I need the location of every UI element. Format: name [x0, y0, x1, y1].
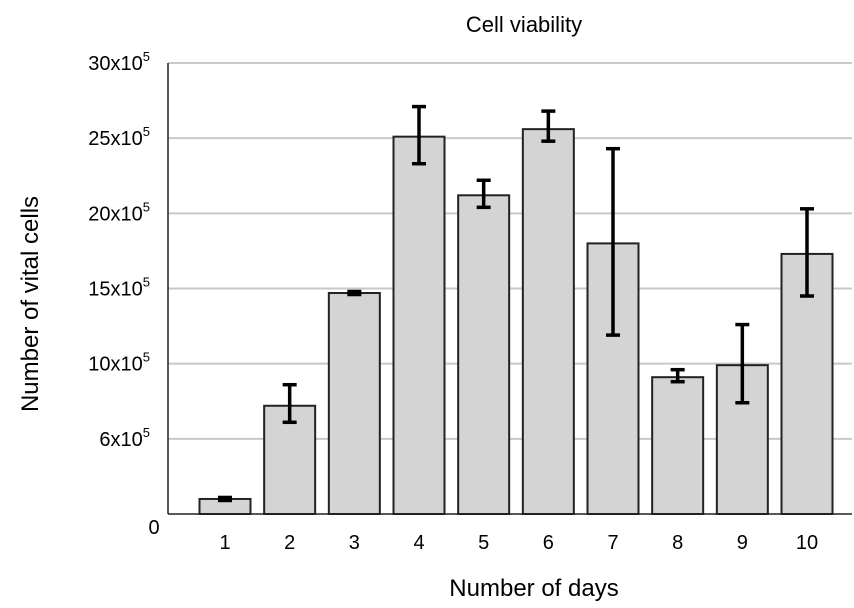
x-axis-label: Number of days — [449, 575, 618, 602]
error-bar-day-3 — [347, 289, 362, 297]
error-bar-day-5 — [476, 178, 491, 210]
error-bar-day-10 — [800, 207, 814, 298]
x-tick-label-4: 4 — [413, 532, 424, 554]
x-tick-label-7: 7 — [607, 532, 618, 554]
x-tick-label-5: 5 — [478, 532, 489, 554]
bar-day-6 — [521, 128, 575, 515]
x-tick-label-8: 8 — [672, 532, 683, 554]
y-tick-label-4: 20x105 — [88, 199, 150, 225]
error-bar-day-2 — [282, 382, 297, 425]
error-bar-day-9 — [735, 322, 750, 405]
error-bar-day-6 — [541, 109, 556, 143]
x-tick-label-10: 10 — [796, 532, 818, 554]
chart-title: Cell viability — [466, 12, 582, 37]
x-tick-label-3: 3 — [349, 532, 360, 554]
error-bar-day-7 — [606, 146, 620, 337]
error-bar-day-4 — [412, 104, 426, 166]
bar-day-4 — [392, 135, 446, 515]
bar-day-8 — [651, 376, 705, 515]
x-tick-label-2: 2 — [284, 532, 295, 554]
error-bars — [218, 104, 814, 503]
x-tick-labels: 1 2 3 4 5 6 7 8 9 10 — [219, 532, 818, 554]
error-bar-day-8 — [670, 367, 685, 384]
y-tick-label-0: 0 — [148, 517, 159, 539]
x-tick-label-1: 1 — [219, 532, 230, 554]
x-tick-label-6: 6 — [543, 532, 554, 554]
y-tick-labels: 0 6x105 10x105 15x105 20x105 25x105 30x105 — [88, 49, 159, 539]
y-tick-label-2: 10x105 — [88, 350, 150, 376]
error-bar-day-1 — [218, 495, 232, 503]
bar-day-5 — [457, 194, 511, 515]
y-tick-label-1: 6x105 — [99, 425, 150, 451]
bar-day-9 — [715, 364, 769, 516]
y-tick-label-5: 25x105 — [88, 124, 150, 150]
y-tick-label-3: 15x105 — [88, 275, 150, 301]
y-axis-label: Number of vital cells — [17, 196, 44, 412]
bar-day-3 — [327, 292, 381, 516]
bars — [198, 128, 834, 516]
x-tick-label-9: 9 — [737, 532, 748, 554]
y-tick-label-6: 30x105 — [88, 49, 150, 75]
